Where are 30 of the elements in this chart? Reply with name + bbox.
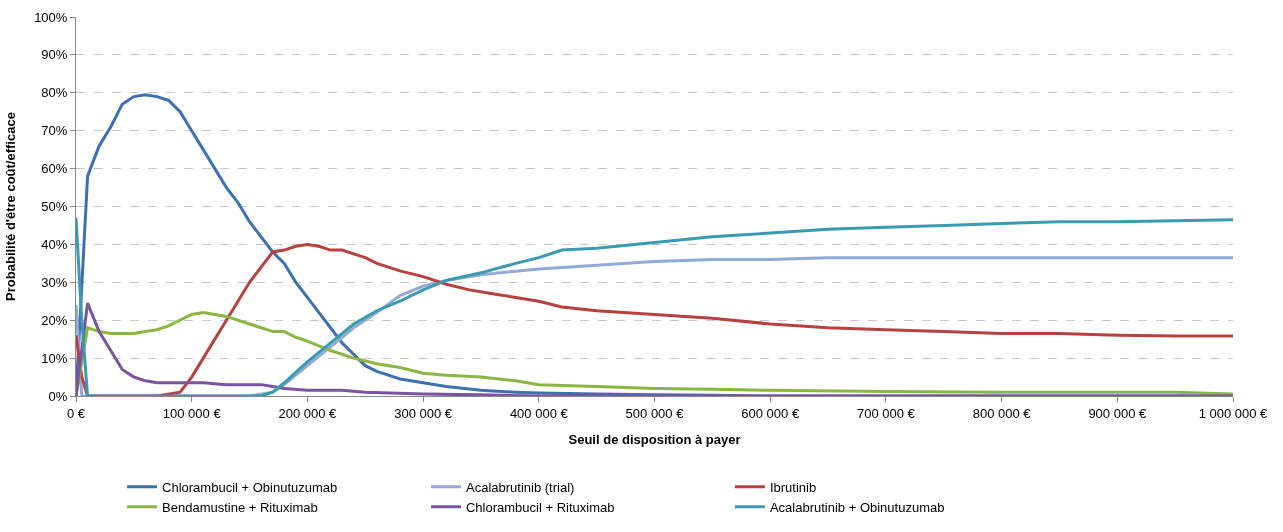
x-tick-label: 100 000 € (162, 405, 222, 421)
x-tick-label: 200 000 € (278, 405, 338, 421)
y-axis-title: Probabilité d'être coût/efficace (3, 112, 19, 301)
y-tick-label: 70% (41, 123, 68, 139)
legend-label: Chlorambucil + Rituximab (465, 499, 615, 515)
y-tick-label: 10% (41, 350, 68, 366)
x-tick-label: 500 000 € (625, 405, 685, 421)
y-tick-label: 90% (41, 47, 68, 63)
y-tick-label: 40% (41, 236, 68, 252)
legend-label: Chlorambucil + Obinutuzumab (162, 479, 338, 495)
y-tick-label: 80% (41, 85, 68, 101)
y-tick-label: 20% (41, 312, 68, 328)
y-tick-label: 60% (41, 161, 68, 177)
x-tick-label: 700 000 € (856, 405, 916, 421)
y-tick-label: 100% (34, 9, 68, 25)
x-tick-label: 300 000 € (394, 405, 453, 421)
x-tick-label: 600 000 € (741, 405, 800, 421)
x-tick-label: 900 000 € (1088, 405, 1147, 421)
x-axis-title: Seuil de disposition à payer (568, 432, 741, 448)
y-tick-label: 30% (41, 274, 68, 290)
y-tick-label: 0% (48, 388, 68, 404)
legend-label: Ibrutinib (769, 479, 817, 495)
y-tick-label: 50% (41, 199, 68, 215)
legend-label: Acalabrutinib + Obinutuzumab (769, 499, 945, 515)
x-tick-label: 0 € (66, 405, 86, 421)
x-tick-label: 800 000 € (972, 405, 1032, 421)
x-tick-label: 400 000 € (509, 405, 569, 421)
legend-label: Bendamustine + Rituximab (162, 499, 318, 515)
x-tick-label: 1 000 000 € (1198, 405, 1269, 421)
legend-label: Acalabrutinib (trial) (465, 479, 575, 495)
